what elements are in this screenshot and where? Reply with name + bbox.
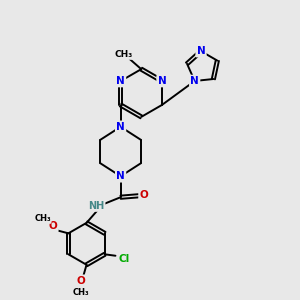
Text: N: N xyxy=(116,171,125,181)
Text: N: N xyxy=(190,76,199,86)
Text: Cl: Cl xyxy=(118,254,130,264)
Text: NH: NH xyxy=(88,201,104,211)
Text: O: O xyxy=(76,276,85,286)
Text: O: O xyxy=(140,190,148,200)
Text: CH₃: CH₃ xyxy=(115,50,133,59)
Text: O: O xyxy=(49,221,57,231)
Text: N: N xyxy=(116,76,125,86)
Text: CH₃: CH₃ xyxy=(34,214,51,223)
Text: CH₃: CH₃ xyxy=(72,288,89,297)
Text: N: N xyxy=(196,46,206,56)
Text: N: N xyxy=(116,122,125,132)
Text: N: N xyxy=(158,76,166,86)
